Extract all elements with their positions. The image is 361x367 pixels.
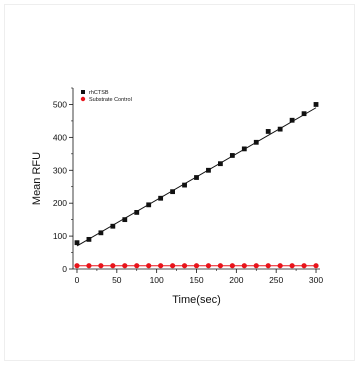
- point-series-2: [169, 263, 176, 269]
- point-series-2: [205, 263, 212, 269]
- legend-marker: [81, 90, 85, 94]
- y-tick-label: 100: [53, 231, 67, 241]
- point-series-2: [193, 263, 200, 269]
- point-series-1: [289, 117, 295, 123]
- point-series-2: [134, 263, 140, 269]
- y-axis-title: Mean RFU: [31, 152, 43, 205]
- x-tick-label: 200: [229, 275, 243, 285]
- point-series-1: [110, 223, 116, 229]
- legend-marker: [80, 96, 86, 102]
- point-series-1: [74, 240, 80, 246]
- point-series-1: [277, 126, 283, 132]
- point-series-1: [241, 146, 247, 152]
- point-series-2: [98, 263, 104, 269]
- point-series-2: [265, 263, 271, 269]
- point-series-2: [110, 263, 116, 269]
- point-series-2: [253, 263, 259, 269]
- point-series-1: [170, 189, 175, 195]
- figure-frame: [4, 4, 355, 361]
- point-series-2: [74, 263, 80, 269]
- point-series-2: [122, 263, 128, 269]
- point-series-2: [277, 263, 283, 269]
- point-series-2: [86, 263, 92, 269]
- point-series-1: [265, 129, 271, 134]
- x-ticks: 0 50 100 150 200 250 300: [75, 269, 323, 285]
- y-tick-label: 500: [53, 99, 67, 109]
- point-series-1: [98, 230, 104, 236]
- point-series-1: [146, 202, 152, 208]
- point-series-2: [313, 263, 319, 269]
- point-series-2: [146, 263, 152, 269]
- y-tick-label: 400: [53, 132, 67, 142]
- point-series-1: [253, 139, 259, 145]
- legend-label: Substrate Control: [89, 97, 132, 103]
- x-tick-label: 50: [112, 275, 122, 285]
- y-tick-label: 200: [53, 198, 67, 208]
- point-series-2: [217, 263, 224, 269]
- y-tick-label: 300: [53, 165, 67, 175]
- y-tick-label: 0: [62, 264, 67, 274]
- point-series-1: [313, 102, 319, 107]
- x-tick-label: 0: [75, 275, 80, 285]
- x-tick-label: 150: [189, 275, 203, 285]
- point-series-2: [229, 263, 235, 269]
- point-series-1: [206, 167, 211, 173]
- point-series-2: [241, 263, 247, 269]
- x-tick-label: 100: [150, 275, 164, 285]
- point-series-1: [194, 175, 199, 180]
- point-series-2: [181, 263, 188, 269]
- point-series-1: [229, 153, 235, 158]
- legend-label: rhCTSB: [89, 90, 109, 96]
- point-series-1: [301, 111, 307, 117]
- point-series-1: [158, 195, 164, 201]
- x-tick-label: 250: [269, 275, 283, 285]
- point-series-1: [134, 209, 140, 215]
- point-series-1: [218, 161, 223, 167]
- point-series-1: [122, 217, 128, 223]
- x-tick-label: 300: [309, 275, 323, 285]
- point-series-2: [158, 263, 164, 269]
- data-points: [74, 102, 319, 269]
- y-ticks: 0 100 200 300 400 500: [53, 87, 73, 274]
- x-axis-title: Time(sec): [172, 294, 220, 306]
- point-series-1: [86, 236, 92, 242]
- point-series-2: [301, 263, 307, 269]
- point-series-2: [289, 263, 295, 269]
- point-series-1: [182, 182, 187, 188]
